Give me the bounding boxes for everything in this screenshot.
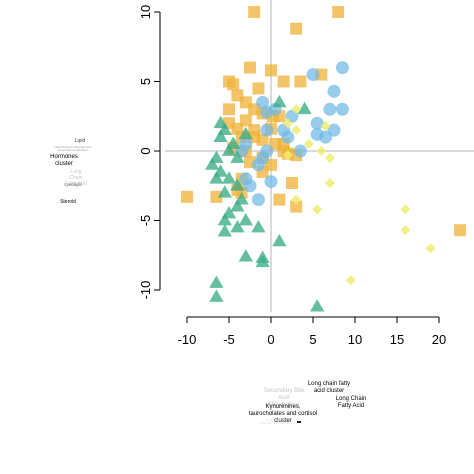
square-point [290,22,303,35]
y-tick-label: 0 [138,147,153,154]
triangle-point [255,254,270,268]
square-point [227,78,240,91]
triangle-point [251,219,266,233]
y-tick-label: -5 [138,215,153,227]
y-tick-label: 5 [138,78,153,85]
diamond-point [312,204,323,215]
square-point [277,75,290,88]
square-point [244,61,256,74]
triangle-point [221,171,237,184]
annotation-long-chain-fatty-acid-cluster: Long chain fatty acid cluster [307,381,351,394]
annotation-tryptophan-corticosteroid: Tryptophan and corticosteroid metabolite… [259,418,294,426]
triangle-point [205,157,220,170]
x-tick-label: 0 [267,332,274,347]
annotation-lipid-derived: Lipid-derived molecules and lipoprotein … [54,145,92,153]
square-point [181,190,193,203]
triangle-point [230,219,245,233]
diamond-point [303,139,314,150]
circle-point [335,102,349,116]
square-point [210,190,223,203]
square-point [248,124,261,137]
square-point [248,6,261,18]
circle-point [293,144,307,158]
diamond-point [324,152,335,163]
triangle-point [217,224,232,237]
circle-point [335,61,349,75]
triangle-point [297,101,312,115]
triangle-point [217,185,232,198]
square-point [290,200,303,213]
reference-lines [165,0,474,312]
triangle-point [217,213,232,226]
triangle-point [213,129,228,142]
diamond-point [345,275,356,286]
triangle-point [272,94,287,108]
annotation-hormones-cluster: Hormones cluster [50,154,78,167]
triangle-point [272,233,287,247]
diamond-point [316,146,327,156]
triangle-point [238,126,253,140]
circle-point [251,193,265,207]
triangle-point [238,249,253,262]
triangle-point [209,289,224,302]
annotation-lysolipid: Lysolipid [64,182,82,187]
diamond-point [425,243,436,254]
annotation-long-chain-fatty-acid-left: Long Chain Fatty Acid [65,169,87,187]
square-point [252,82,265,95]
triangle-point [238,213,253,226]
triangle-point [230,178,245,191]
diamond-point [291,104,302,115]
diamond-point [282,118,293,129]
square-point [256,133,269,146]
square-point [265,64,277,77]
square-point [454,224,466,237]
circle-point [260,123,274,137]
square-point [286,176,298,189]
annotation-secondary-bile-acid: Secondary Bile Acid Metabolism [263,388,305,408]
diamond-point [320,120,331,131]
square-point [273,193,286,206]
diamond-point [400,204,411,215]
circle-point [243,179,257,193]
annotation-kynurenines-cluster: Kynurenines, taurocholates and cortisol … [248,404,318,424]
annotation-lipid: Lipid [74,138,86,144]
triangle-point [230,199,245,212]
axes-group: -10 -5 0 5 10 -10 -5 0 5 10 15 20 [138,5,446,347]
x-tick-label: 15 [390,332,404,347]
x-tick-label: -10 [178,332,197,347]
y-tick-label: 10 [138,5,153,19]
annotation-long-chain-fatty-acid-right: Long Chain Fatty Acid [335,396,367,409]
circle-point [323,102,337,116]
diamond-point [324,177,335,188]
triangle-point [230,150,245,163]
y-tick-label: -10 [138,281,153,300]
circle-point [319,130,333,144]
square-point [223,103,235,116]
square-point [332,6,345,18]
triangle-point [209,171,224,184]
circle-point [310,116,324,130]
x-tick-label: 20 [432,332,446,347]
data-marks [181,6,466,312]
x-tick-label: 10 [348,332,362,347]
triangle-point [221,143,237,156]
x-tick-label: 5 [309,332,316,347]
x-tick-label: -5 [223,332,235,347]
triangle-point [209,275,224,288]
annotation-steroid: Steroid [60,199,76,205]
circle-point [306,68,320,82]
square-point [294,75,307,88]
circle-point [256,95,270,109]
diamond-point [282,150,293,161]
diamond-point [291,125,302,136]
triangle-point [310,299,325,312]
annotation-dot-mark [297,421,301,423]
diamond-point [291,194,302,205]
circle-point [264,175,278,189]
diamond-point [400,225,411,236]
circle-point [251,158,265,172]
circle-point [327,84,341,98]
